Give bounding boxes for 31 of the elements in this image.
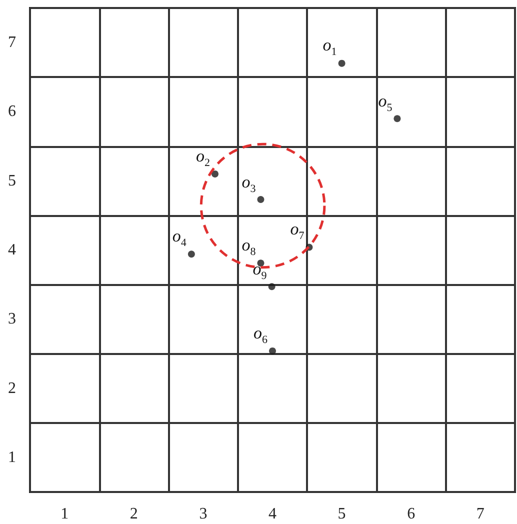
point (257, 196, 264, 204)
annotation: o$_{9}$ (252, 259, 267, 284)
x-tick-label: 2 (130, 506, 138, 522)
y-tick-label: 3 (8, 310, 16, 328)
point (269, 347, 276, 354)
y-tick-label: 5 (8, 172, 16, 190)
annotation: o$_{7}$ (290, 220, 304, 244)
annotation: o$_{4}$ (172, 226, 186, 252)
x-tick-label: 5 (338, 506, 346, 522)
point (212, 170, 218, 178)
point (268, 283, 276, 290)
annotation: o$_{6}$ (254, 324, 268, 348)
point (257, 260, 264, 267)
y-tick-label: 1 (8, 448, 16, 466)
point (394, 115, 401, 122)
x-tick-label: 4 (268, 506, 276, 522)
x-tick-label: 6 (407, 506, 416, 522)
annotation: o$_{5}$ (378, 91, 392, 116)
y-tick-label: 2 (8, 380, 16, 397)
annotation: o$_{2}$ (196, 146, 210, 171)
x-tick-label: 7 (476, 506, 484, 522)
annotation: o$_{8}$ (242, 236, 256, 260)
x-tick-label: 1 (60, 506, 69, 522)
point (338, 60, 346, 67)
point (188, 250, 195, 258)
y-tick-label: 7 (8, 34, 16, 52)
y-tick-label: 4 (8, 242, 16, 258)
annotation: o$_{3}$ (242, 172, 256, 197)
x-tick-label: 3 (199, 506, 208, 522)
annotation: o$_{1}$ (322, 36, 337, 60)
y-tick-label: 6 (8, 103, 16, 120)
